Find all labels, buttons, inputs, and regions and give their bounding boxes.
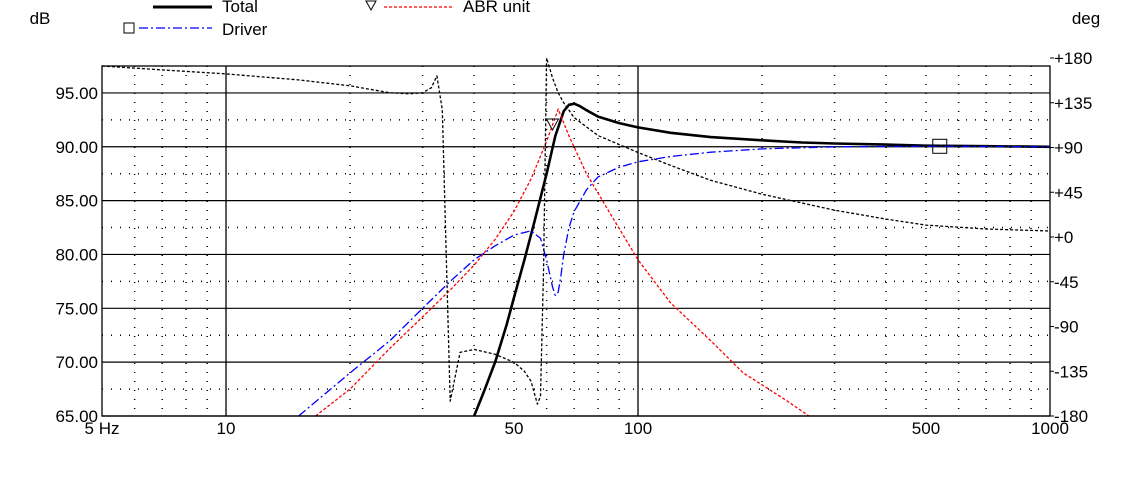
x-tick-label: 500 bbox=[912, 419, 940, 438]
y-tick-label: 65.00 bbox=[55, 407, 98, 426]
y2-tick-label: -90 bbox=[1054, 318, 1079, 337]
y2-tick-label: -180 bbox=[1054, 407, 1088, 426]
y-tick-label: 90.00 bbox=[55, 138, 98, 157]
y-tick-label: 85.00 bbox=[55, 192, 98, 211]
legend-abr-marker bbox=[365, 0, 377, 12]
series-driver-marker bbox=[932, 138, 948, 154]
y2-tick-label: -135 bbox=[1054, 362, 1088, 381]
y-tick-label: 95.00 bbox=[55, 84, 98, 103]
series-abr-unit-line bbox=[315, 108, 810, 417]
y2-axis-title: deg bbox=[1072, 9, 1100, 28]
x-tick-label: 100 bbox=[624, 419, 652, 438]
y2-tick-label: +135 bbox=[1054, 94, 1092, 113]
x-tick-label: 50 bbox=[505, 419, 524, 438]
y2-tick-label: -45 bbox=[1054, 273, 1079, 292]
x-tick-label: 5 Hz bbox=[85, 419, 120, 438]
y2-tick-label: +90 bbox=[1054, 139, 1083, 158]
y-tick-label: 75.00 bbox=[55, 299, 98, 318]
y2-tick-label: +45 bbox=[1054, 183, 1083, 202]
series-driver-line bbox=[298, 145, 1051, 417]
marker-layer bbox=[545, 118, 948, 154]
legend-driver-label: Driver bbox=[222, 20, 268, 39]
legend-total-label: Total bbox=[222, 0, 258, 16]
x-tick-label: 10 bbox=[217, 419, 236, 438]
y-tick-label: 70.00 bbox=[55, 353, 98, 372]
legend-driver-marker bbox=[123, 22, 135, 34]
y-tick-label: 80.00 bbox=[55, 245, 98, 264]
axes: 95.00 90.00 85.00 80.00 75.00 70.00 65.00 +180 +… bbox=[55, 49, 1092, 438]
series-total-phase-line bbox=[101, 57, 1051, 405]
x-tick-label: 1000 bbox=[1031, 419, 1069, 438]
y2-tick-label: +180 bbox=[1054, 49, 1092, 68]
legend-abr-label: ABR unit bbox=[463, 0, 530, 16]
plot-frame bbox=[101, 65, 1051, 417]
y-axis-title: dB bbox=[30, 9, 51, 28]
legend: Total Driver ABR unit bbox=[123, 0, 530, 39]
y2-tick-label: +0 bbox=[1054, 228, 1073, 247]
series-abr-unit-marker bbox=[545, 118, 560, 132]
series-total-line bbox=[472, 102, 1051, 417]
series-layer bbox=[101, 57, 1051, 417]
